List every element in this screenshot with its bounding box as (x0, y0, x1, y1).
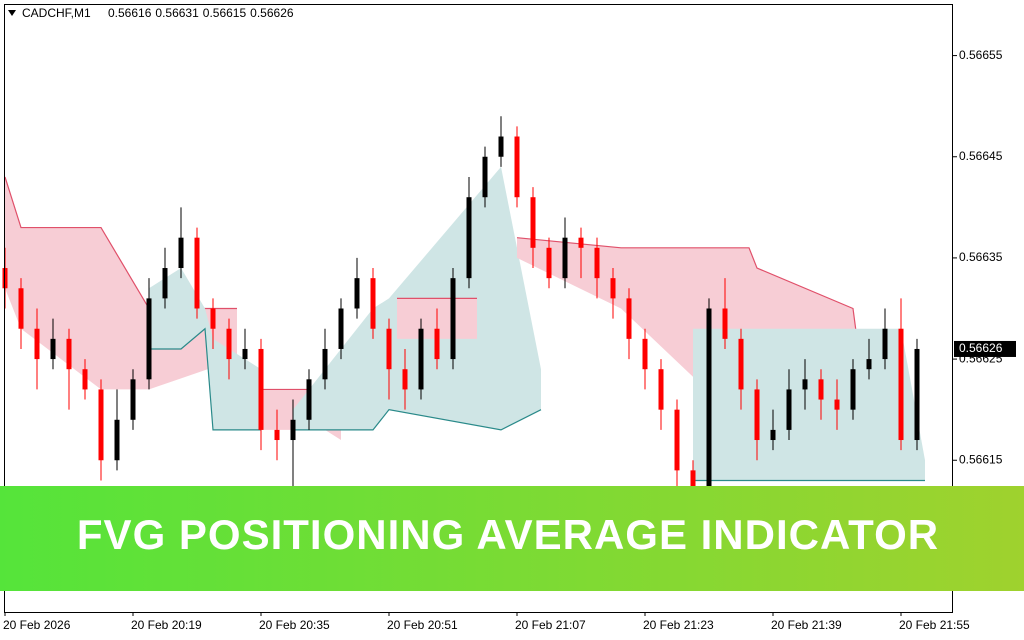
candle-body (18, 288, 24, 329)
y-tick-label: 0.56655 (959, 48, 1003, 62)
candle-body (546, 247, 552, 279)
candle-body (706, 308, 712, 511)
fvg-edge (516, 237, 862, 370)
candle-body (210, 308, 216, 329)
fvg-edge (293, 409, 542, 431)
candle-body (498, 136, 504, 157)
x-tick-label: 20 Feb 2026 (3, 618, 71, 632)
candle-body (466, 197, 472, 279)
fvg-zone (693, 328, 925, 481)
candle-body (834, 399, 840, 410)
candle-body (354, 278, 360, 309)
candle-body (242, 348, 248, 360)
candle-body (434, 328, 440, 360)
x-tick-label: 20 Feb 21:23 (643, 618, 714, 632)
x-tick-label: 20 Feb 20:35 (259, 618, 330, 632)
plot-frame (4, 4, 953, 613)
candle-body (146, 298, 152, 380)
candle-body (850, 369, 856, 410)
candle-body (162, 268, 168, 299)
candle-body (322, 348, 328, 380)
x-tick-label: 20 Feb 20:51 (387, 618, 458, 632)
y-tick-label: 0.56645 (959, 149, 1003, 163)
candle-body (194, 237, 200, 309)
last-price-label: 0.56626 (959, 341, 1003, 355)
candle-body (578, 237, 584, 248)
menu-triangle[interactable] (8, 10, 16, 16)
candle-body (482, 156, 488, 198)
candle-body (130, 379, 136, 420)
fvg-edge (149, 327, 261, 431)
candle-body (898, 328, 904, 441)
y-tick-label: 0.56615 (959, 452, 1003, 466)
candle-body (226, 328, 232, 360)
candle-body (754, 389, 760, 441)
banner-title: FVG POSITIONING AVERAGE INDICATOR (77, 511, 939, 558)
candle-body (114, 419, 120, 461)
candle-body (450, 278, 456, 360)
candle-body (50, 338, 56, 360)
candle-body (786, 389, 792, 430)
ohlc-value: 0.56615 (203, 6, 247, 20)
x-tick-label: 20 Feb 21:07 (515, 618, 586, 632)
candle-body (370, 278, 376, 329)
candle-body (418, 328, 424, 390)
x-tick-label: 20 Feb 21:39 (771, 618, 842, 632)
candle-body (306, 379, 312, 420)
candle-body (882, 328, 888, 360)
ohlc-header: 0.56616 0.56631 0.56615 0.56626 (108, 6, 294, 20)
candle-body (626, 298, 632, 339)
candle-body (274, 429, 280, 441)
candle-body (66, 338, 72, 370)
x-tick-label: 20 Feb 20:19 (131, 618, 202, 632)
candle-body (914, 348, 920, 441)
candle-body (642, 338, 648, 370)
candle-body (658, 369, 664, 410)
candle-body (802, 379, 808, 390)
candle-body (386, 328, 392, 370)
plot (2, 116, 925, 562)
candle-body (562, 237, 568, 279)
candle-body (818, 379, 824, 400)
candle-body (674, 409, 680, 471)
candle-body (82, 369, 88, 390)
y-tick-label: 0.56635 (959, 250, 1003, 264)
candle-body (530, 197, 536, 248)
candle-body (178, 237, 184, 269)
candle-body (402, 369, 408, 390)
candle-body (770, 429, 776, 441)
banner (0, 486, 1024, 591)
candle-body (594, 247, 600, 279)
candle-body (338, 308, 344, 349)
candle-body (610, 278, 616, 299)
ohlc-value: 0.56616 (108, 6, 152, 20)
candle-body (866, 359, 872, 370)
candle-body (290, 419, 296, 441)
x-tick-label: 20 Feb 21:55 (899, 618, 970, 632)
ohlc-value: 0.56626 (250, 6, 294, 20)
candle-body (514, 136, 520, 198)
symbol: CADCHF,M1 (22, 6, 91, 20)
candle-body (722, 308, 728, 339)
ohlc-value: 0.56631 (155, 6, 199, 20)
last-price-box (954, 340, 1016, 357)
fvg-zone (149, 268, 261, 430)
candle-body (258, 348, 264, 430)
candle-body (34, 328, 40, 360)
candle-body (98, 389, 104, 461)
candle-body (738, 338, 744, 390)
fvg-zone (517, 237, 861, 430)
